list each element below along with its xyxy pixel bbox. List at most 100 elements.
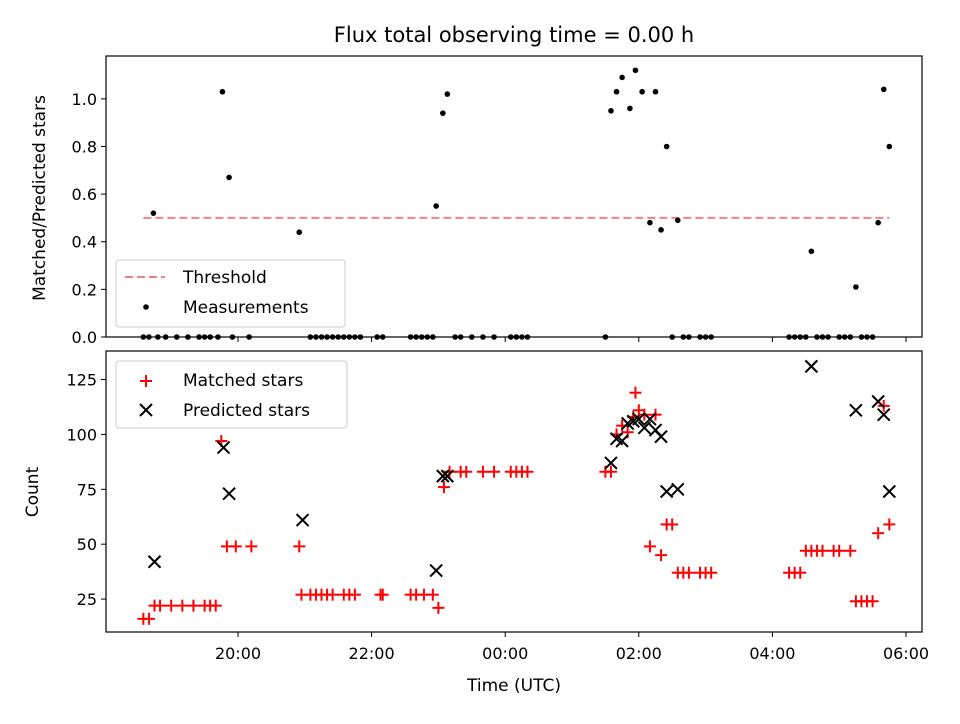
predicted-star-point (436, 469, 450, 483)
measurement-point (613, 88, 620, 95)
x-tick-label: 22:00 (349, 644, 395, 663)
top-legend: Threshold Measurements (115, 259, 346, 328)
measurement-point (444, 91, 451, 97)
x-tick-label: 04:00 (749, 644, 795, 663)
measurement-point (219, 88, 226, 95)
matched-star-point (229, 540, 242, 553)
matched-star-point (245, 540, 258, 553)
top-chart-title: Flux total observing time = 0.00 h (334, 23, 694, 47)
legend-predicted-marker (139, 403, 153, 417)
legend-measurements-marker (143, 304, 149, 310)
measurement-point (296, 229, 303, 236)
bottom-axes-frame (105, 350, 923, 633)
measurement-point (619, 74, 625, 81)
measurement-point (433, 203, 439, 209)
top-y-tick-label: 0.4 (72, 233, 97, 252)
matched-star-point (521, 465, 534, 478)
predicted-star-point (222, 486, 236, 501)
matched-star-point (682, 566, 695, 579)
matched-star-point (376, 588, 389, 601)
measurement-point (808, 248, 815, 255)
bottom-y-tick-label: 25 (77, 590, 97, 609)
top-axes-frame (105, 55, 923, 338)
predicted-star-point (216, 440, 231, 455)
matched-star-point (209, 599, 222, 612)
predicted-star-point (882, 484, 897, 499)
matched-star-point (176, 599, 189, 612)
matched-star-point (629, 386, 642, 399)
predicted-star-point (849, 403, 863, 417)
measurement-point (608, 107, 614, 114)
bottom-y-tick-label: 100 (66, 425, 97, 444)
matched-star-point (142, 612, 155, 625)
matched-star-point (348, 588, 361, 601)
measurement-point (875, 219, 881, 226)
top-legend-box (115, 259, 346, 328)
top-y-axis-label: Matched/Predicted stars (30, 95, 50, 301)
measurement-point (639, 88, 645, 95)
bottom-plot-area: 25 50 75 100 125 20:00 22:00 00:00 02:00 04:00 06:… (66, 359, 929, 663)
measurement-point (886, 143, 893, 150)
predicted-star-point (671, 482, 685, 497)
matched-star-point (460, 465, 473, 478)
matched-star-point (426, 588, 439, 601)
x-tick-label: 02:00 (616, 644, 662, 663)
predicted-star-point (637, 421, 652, 435)
top-y-tick-label: 0.0 (72, 328, 97, 347)
matched-star-point (844, 544, 857, 557)
bottom-y-tick-label: 50 (77, 535, 97, 554)
x-tick-label: 20:00 (215, 644, 261, 663)
matched-star-point (488, 465, 501, 478)
bottom-y-tick-label: 125 (66, 371, 97, 390)
matched-star-point (883, 518, 896, 531)
predicted-star-point (440, 469, 455, 483)
bottom-legend-box (115, 360, 348, 429)
x-tick-label: 06:00 (883, 644, 929, 663)
top-y-tick-label: 0.2 (72, 280, 97, 299)
measurement-point (658, 227, 664, 233)
measurement-point (880, 86, 887, 93)
measurement-point (440, 110, 446, 116)
matched-star-point (604, 465, 617, 478)
measurement-point (226, 174, 232, 181)
matched-star-point (816, 544, 829, 557)
matched-star-point (476, 465, 489, 478)
matched-star-point (293, 540, 306, 553)
matched-star-point (165, 599, 178, 612)
top-y-tick-label: 0.8 (72, 137, 97, 156)
matched-star-point (666, 518, 679, 531)
legend-predicted-label: Predicted stars (183, 401, 310, 421)
x-tick-label: 00:00 (482, 644, 528, 663)
matched-star-point (794, 566, 807, 579)
predicted-star-point (604, 456, 618, 470)
matched-star-point (643, 540, 656, 553)
predicted-star-point (632, 412, 646, 426)
top-y-tick-label: 0.6 (72, 185, 97, 204)
matched-star-point (443, 465, 456, 478)
matched-star-point (705, 566, 718, 579)
predicted-star-point (615, 434, 629, 448)
measurement-point (632, 67, 639, 74)
top-y-tick-label: 1.0 (72, 90, 97, 109)
matched-star-point (154, 599, 167, 612)
bottom-y-tick-label: 75 (77, 480, 97, 499)
predicted-star-point (871, 394, 885, 409)
predicted-star-point (429, 563, 443, 578)
predicted-star-point (643, 412, 657, 426)
measurement-point (150, 210, 157, 216)
bottom-legend: Matched stars Predicted stars (115, 360, 348, 429)
predicted-star-point (804, 359, 819, 374)
predicted-star-point (147, 555, 162, 569)
matched-star-point (437, 481, 450, 494)
matched-star-point (833, 544, 846, 557)
bottom-y-axis-label: Count (23, 466, 43, 517)
measurement-point (663, 143, 670, 150)
legend-matched-label: Matched stars (183, 371, 303, 391)
legend-measurements-label: Measurements (183, 298, 309, 318)
measurement-point (647, 219, 653, 226)
matched-star-point (326, 588, 339, 601)
measurement-point (627, 105, 633, 112)
predicted-star-point (654, 429, 668, 444)
